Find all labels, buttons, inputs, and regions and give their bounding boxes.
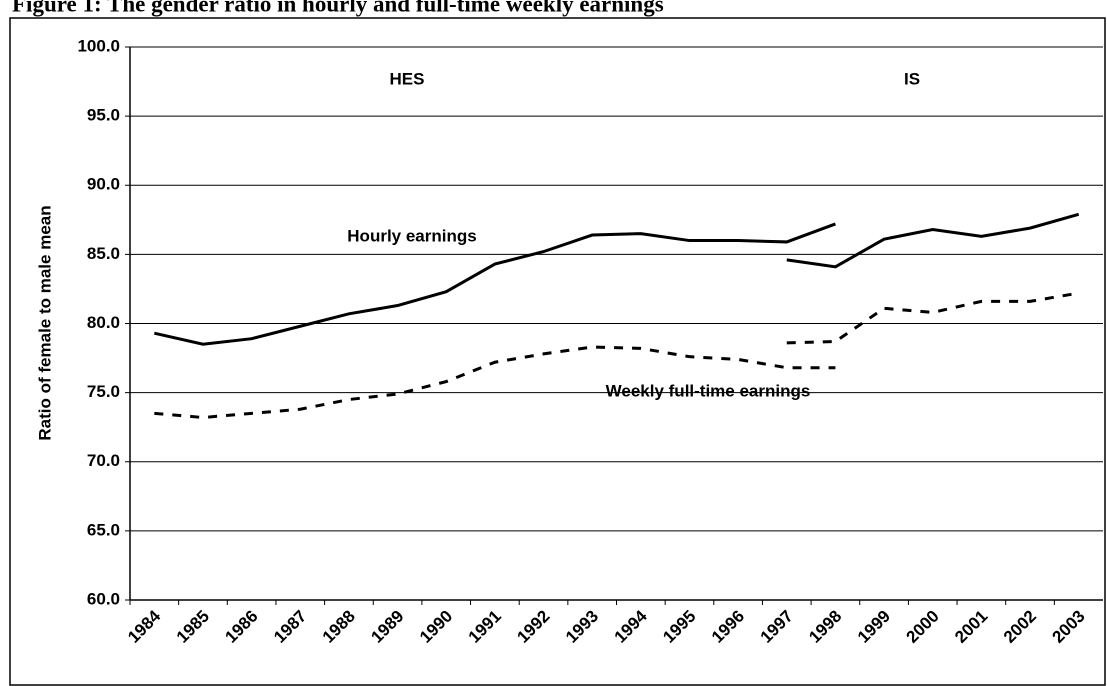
x-tick-label: 1991 bbox=[465, 607, 505, 647]
x-tick-label: 1989 bbox=[367, 607, 407, 647]
x-tick-label: 2003 bbox=[1048, 607, 1088, 647]
x-tick-label: 1990 bbox=[416, 607, 456, 647]
annotation: HES bbox=[390, 69, 425, 88]
series-line bbox=[153, 222, 836, 346]
x-tick-label: 1986 bbox=[221, 607, 261, 647]
x-tick-label: 1995 bbox=[659, 607, 699, 647]
annotation: Weekly full-time earnings bbox=[606, 381, 811, 400]
y-tick-label: 85.0 bbox=[87, 244, 120, 263]
chart-title: Figure 1: The gender ratio in hourly and… bbox=[12, 0, 664, 16]
series-line bbox=[786, 212, 1080, 269]
y-tick-label: 60.0 bbox=[87, 589, 120, 608]
series-line bbox=[154, 345, 836, 420]
x-tick-label: 2000 bbox=[903, 607, 943, 647]
x-tick-label: 1997 bbox=[757, 607, 797, 647]
x-tick-label: 2002 bbox=[1000, 607, 1040, 647]
x-tick-label: 1987 bbox=[270, 607, 310, 647]
y-tick-label: 100.0 bbox=[77, 36, 120, 55]
x-tick-label: 1985 bbox=[173, 607, 213, 647]
y-tick-label: 95.0 bbox=[87, 106, 120, 125]
x-tick-label: 1993 bbox=[562, 607, 602, 647]
x-tick-label: 1992 bbox=[513, 607, 553, 647]
y-axis-label: Ratio of female to male mean bbox=[35, 205, 54, 440]
annotation: IS bbox=[904, 69, 920, 88]
x-tick-label: 2001 bbox=[951, 607, 991, 647]
y-tick-label: 75.0 bbox=[87, 382, 120, 401]
y-tick-label: 65.0 bbox=[87, 520, 120, 539]
annotation: Hourly earnings bbox=[347, 226, 476, 245]
x-tick-label: 1998 bbox=[805, 607, 845, 647]
y-tick-label: 90.0 bbox=[87, 175, 120, 194]
x-tick-label: 1999 bbox=[854, 607, 894, 647]
y-tick-label: 80.0 bbox=[87, 313, 120, 332]
x-tick-label: 1996 bbox=[708, 607, 748, 647]
x-tick-label: 1988 bbox=[319, 607, 359, 647]
x-tick-label: 1994 bbox=[611, 606, 652, 647]
frame bbox=[9, 17, 1106, 686]
series-line bbox=[786, 291, 1079, 345]
y-tick-label: 70.0 bbox=[87, 451, 120, 470]
x-tick-label: 1984 bbox=[124, 606, 165, 647]
